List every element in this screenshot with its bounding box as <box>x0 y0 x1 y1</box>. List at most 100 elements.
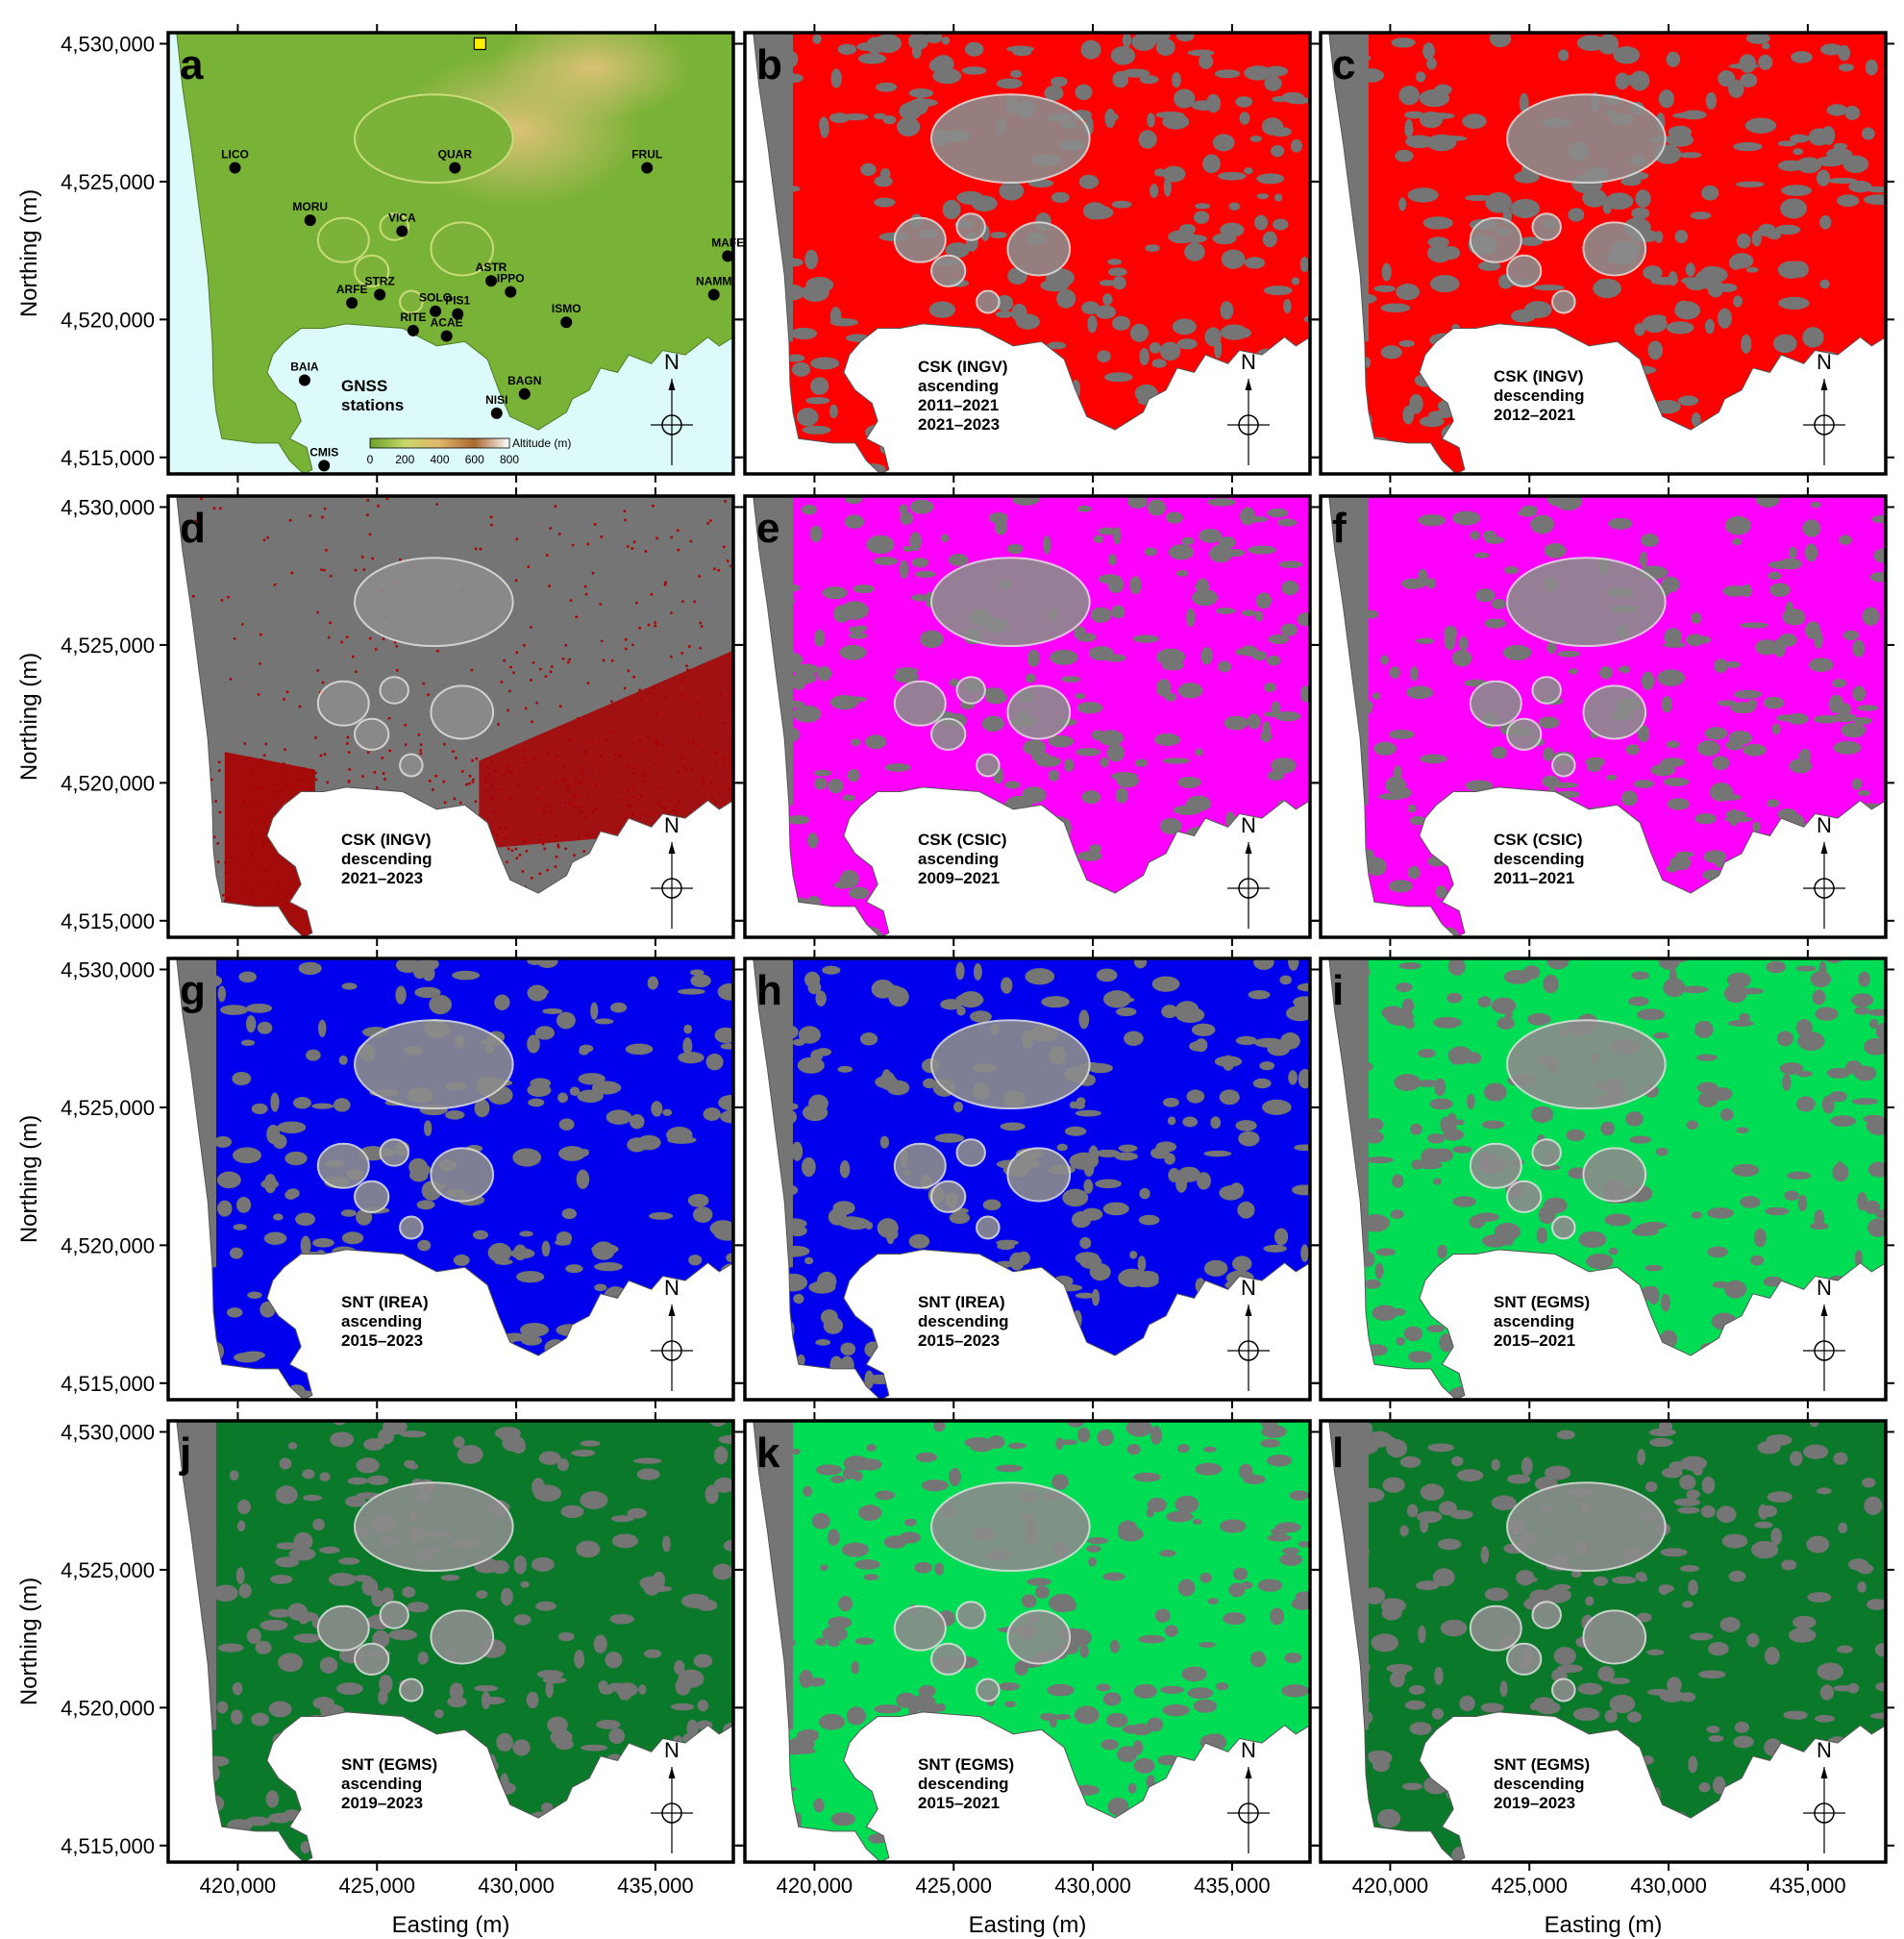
gap-patch <box>1600 1121 1616 1136</box>
gap-patch <box>1667 1677 1682 1693</box>
station-marker[interactable] <box>407 324 419 336</box>
gap-patch <box>605 1652 623 1669</box>
station-marker[interactable] <box>449 162 461 174</box>
gap-patch <box>1186 1089 1205 1104</box>
north-arrow-icon: N <box>651 1738 693 1853</box>
gap-patch <box>1391 37 1416 48</box>
gap-patch <box>1235 1120 1257 1131</box>
station-marker[interactable] <box>505 286 517 298</box>
station-marker[interactable] <box>298 374 310 386</box>
gap-patch <box>705 1484 719 1504</box>
panel-caption-line: ascending <box>341 1312 422 1330</box>
gap-patch <box>1115 1007 1137 1017</box>
gap-patch <box>936 1703 946 1712</box>
gap-patch <box>1172 318 1197 336</box>
north-label: N <box>1817 813 1832 837</box>
gap-patch <box>1252 1078 1272 1089</box>
gap-patch <box>379 1675 393 1694</box>
gap-patch <box>1026 673 1036 684</box>
gap-patch <box>363 1438 385 1451</box>
station-marker[interactable] <box>560 316 573 329</box>
gap-patch <box>866 1444 878 1452</box>
station-marker[interactable] <box>440 330 453 342</box>
gap-patch <box>1364 1587 1386 1605</box>
gap-patch <box>1416 1580 1440 1591</box>
gap-patch <box>541 1802 554 1812</box>
gap-patch <box>1704 727 1728 740</box>
gap-patch <box>1050 649 1078 665</box>
gap-patch <box>1401 998 1415 1014</box>
gap-patch <box>1161 1005 1178 1019</box>
gap-patch <box>1470 531 1480 540</box>
station-marker[interactable] <box>346 297 359 310</box>
gap-patch <box>840 601 869 620</box>
gap-patch <box>717 982 734 1001</box>
gap-patch <box>1404 1700 1426 1710</box>
gap-patch <box>1263 1244 1287 1253</box>
north-label: N <box>664 350 680 374</box>
station-marker[interactable] <box>722 250 734 262</box>
gap-patch <box>1239 1463 1253 1480</box>
station-marker[interactable] <box>452 308 464 320</box>
north-arrow-icon: N <box>1227 350 1270 465</box>
gap-patch <box>293 1531 313 1551</box>
gap-patch <box>417 1652 429 1665</box>
station-marker[interactable] <box>641 162 654 174</box>
gap-patch <box>1708 1641 1729 1656</box>
gap-patch <box>1544 542 1567 559</box>
gap-patch <box>1568 668 1578 675</box>
gap-patch <box>1129 1250 1138 1259</box>
gap-patch <box>1075 84 1093 101</box>
gap-patch <box>828 404 838 419</box>
station-marker[interactable] <box>485 275 497 287</box>
gap-patch <box>1669 856 1692 871</box>
gap-patch <box>1449 1509 1473 1520</box>
gap-patch <box>1530 1106 1554 1123</box>
station-marker[interactable] <box>229 162 241 174</box>
gap-patch <box>287 1442 298 1450</box>
gap-patch <box>338 1557 360 1565</box>
gap-patch <box>1193 211 1210 224</box>
gap-patch <box>678 1051 705 1064</box>
gap-patch <box>1147 1717 1164 1732</box>
station-marker[interactable] <box>518 387 531 400</box>
gap-patch <box>1421 1147 1442 1167</box>
station-marker[interactable] <box>318 460 331 472</box>
gap-patch <box>578 1073 606 1085</box>
station-marker[interactable] <box>374 288 386 301</box>
gap-patch <box>1696 740 1720 757</box>
gap-patch <box>1740 622 1769 629</box>
station-marker[interactable] <box>707 288 720 301</box>
coastline <box>753 1420 1311 1863</box>
map-panel-k: 420,000 425,000 430,000 435,000 k SNT (EGMS)d… <box>736 1412 1319 1898</box>
station-marker[interactable] <box>396 225 408 237</box>
gap-patch <box>791 1141 804 1161</box>
gap-patch <box>1192 1518 1202 1525</box>
crater-relief <box>1469 93 1667 314</box>
gap-patch <box>1291 277 1300 286</box>
gap-patch <box>1395 149 1414 162</box>
gap-patch <box>1815 1714 1835 1723</box>
gap-patch <box>790 327 818 340</box>
gap-patch <box>837 43 857 55</box>
station-marker[interactable] <box>430 305 442 317</box>
gap-patch <box>714 1027 734 1044</box>
station-marker[interactable] <box>490 407 503 419</box>
gap-patch <box>1427 236 1449 248</box>
gap-patch <box>1633 780 1654 788</box>
gap-patch <box>1276 518 1298 527</box>
gap-patch <box>1048 734 1075 748</box>
gap-patch <box>844 514 865 529</box>
gap-patch <box>1115 787 1128 804</box>
gap-patch <box>279 1457 292 1470</box>
gap-patch <box>1402 405 1415 425</box>
gap-patch <box>819 116 829 133</box>
gap-patch <box>1522 965 1541 980</box>
station-label: ACAE <box>431 316 463 330</box>
gap-patch <box>237 1500 251 1515</box>
gap-patch <box>1766 1434 1793 1447</box>
gap-patch <box>1200 646 1213 665</box>
gap-patch <box>1772 638 1787 658</box>
gap-patch <box>1290 138 1302 153</box>
station-marker[interactable] <box>304 214 316 227</box>
